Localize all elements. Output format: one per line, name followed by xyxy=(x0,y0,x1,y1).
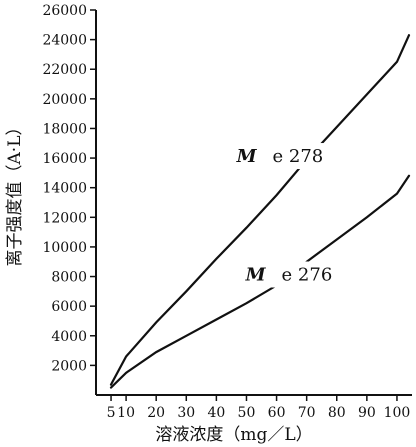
series-line-1 xyxy=(109,34,411,386)
y-tick-label: 26000 xyxy=(42,3,87,19)
x-tick-label: 20 xyxy=(147,405,165,421)
y-tick-label: 14000 xyxy=(42,181,87,197)
x-tick-label: 70 xyxy=(298,405,316,421)
x-axis-title: 溶液浓度（mg／L） xyxy=(155,425,312,445)
y-tick-label: 24000 xyxy=(42,33,87,49)
x-tick-label: 50 xyxy=(238,405,256,421)
series-label-value: e 276 xyxy=(282,265,333,286)
x-tick-label: 5 xyxy=(107,405,116,421)
x-tick-label: 80 xyxy=(328,405,346,421)
y-tick-label: 16000 xyxy=(42,151,87,167)
x-tick-label: 60 xyxy=(268,405,286,421)
y-tick-label: 18000 xyxy=(42,121,87,137)
y-axis-title: 离子强度值（A·L） xyxy=(5,119,25,267)
series-layer xyxy=(109,34,411,389)
x-tick-label: 40 xyxy=(207,405,225,421)
x-axis-ticks: 5 10 20 30 40 50 60 70 80 90 100 xyxy=(107,395,411,421)
x-tick-label: 10 xyxy=(117,405,135,421)
y-axis-ticks: 2000 4000 6000 8000 10000 12000 14000 16000 1800… xyxy=(42,3,96,374)
series-label-m: M xyxy=(236,146,258,167)
y-tick-label: 2000 xyxy=(51,358,87,374)
y-tick-label: 12000 xyxy=(42,210,87,226)
label-backdrop xyxy=(232,143,335,170)
y-tick-label: 22000 xyxy=(42,62,87,78)
y-tick-label: 8000 xyxy=(51,270,87,286)
y-tick-label: 20000 xyxy=(42,92,87,108)
x-tick-label: 30 xyxy=(177,405,195,421)
y-tick-label: 10000 xyxy=(42,240,87,256)
series-label-m: M xyxy=(245,265,267,286)
series-line-2 xyxy=(109,174,411,389)
series-label-value: e 278 xyxy=(273,146,324,167)
y-tick-label: 4000 xyxy=(51,329,87,345)
x-tick-label: 90 xyxy=(358,405,376,421)
label-backdrop xyxy=(241,261,344,288)
y-tick-label: 6000 xyxy=(51,299,87,315)
x-tick-label: 100 xyxy=(384,405,411,421)
